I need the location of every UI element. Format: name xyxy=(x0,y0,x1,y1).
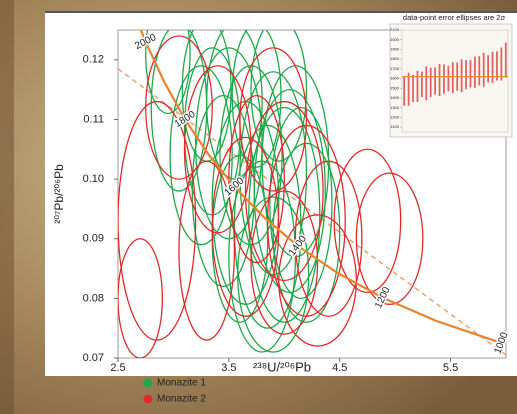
error-ellipse xyxy=(183,65,252,234)
inset-y-tick-label: 1600 xyxy=(390,76,400,81)
background-strip xyxy=(0,0,14,414)
inset-y-tick-label: 1300 xyxy=(390,105,400,110)
inset-error-bar xyxy=(469,60,472,88)
inset-error-bar xyxy=(451,62,454,94)
y-tick-label: 0.11 xyxy=(83,113,104,125)
inset-title: data-point error ellipses are 2σ xyxy=(403,13,506,22)
legend-marker xyxy=(143,394,153,404)
error-ellipse xyxy=(250,190,319,335)
y-tick-label: 0.09 xyxy=(83,233,104,245)
legend-label: Monazite 2 xyxy=(157,394,206,405)
inset-error-bar xyxy=(491,51,494,83)
inset-y-tick-label: 1400 xyxy=(390,95,400,100)
y-tick-label: 0.10 xyxy=(83,173,104,185)
inset-y-tick-label: 1800 xyxy=(390,56,400,61)
error-ellipse xyxy=(244,100,324,282)
inset-error-bar xyxy=(460,59,463,93)
error-ellipse xyxy=(278,214,357,347)
x-tick-label: 2.5 xyxy=(110,362,125,374)
inset-error-bar xyxy=(420,71,423,98)
inset-y-tick-label: 1500 xyxy=(390,85,400,90)
inset-error-bar xyxy=(465,60,467,90)
inset-error-bar xyxy=(434,67,437,95)
legend-marker xyxy=(143,378,153,388)
inset-y-tick-label: 1200 xyxy=(390,114,400,119)
inset-error-bar xyxy=(482,52,485,87)
y-axis-label: ²⁰⁷Pb/²⁰⁶Pb xyxy=(52,164,66,224)
x-tick-label: 4.5 xyxy=(332,362,347,374)
error-ellipse xyxy=(145,30,191,115)
y-tick-label: 0.07 xyxy=(83,352,104,364)
inset-error-bar xyxy=(412,74,414,102)
error-ellipse xyxy=(355,172,424,305)
inset-y-tick-label: 1900 xyxy=(390,46,400,51)
x-tick-label: 5.5 xyxy=(443,362,458,374)
error-ellipse xyxy=(118,100,197,341)
x-axis-label: ²³⁸U/²⁰⁶Pb xyxy=(253,359,311,374)
error-ellipse xyxy=(169,65,233,246)
inset-y-tick-label: 1100 xyxy=(390,124,399,129)
x-tick-label: 3.5 xyxy=(221,362,236,374)
error-ellipse xyxy=(250,30,308,162)
inset-error-bar xyxy=(407,72,410,106)
inset-error-bar xyxy=(500,47,503,81)
inset-error-bar xyxy=(438,64,441,97)
inset-error-bar xyxy=(447,65,450,92)
error-ellipse xyxy=(237,196,310,353)
inset-error-bar xyxy=(473,56,476,88)
inset-y-tick-label: 1700 xyxy=(390,66,400,71)
inset-error-bar xyxy=(504,42,507,78)
inset-y-tick-label: 2000 xyxy=(390,37,400,42)
inset-error-bar xyxy=(403,76,406,106)
y-tick-label: 0.08 xyxy=(83,292,104,304)
error-ellipse xyxy=(269,106,333,300)
error-ellipse xyxy=(239,47,308,192)
inset-error-bar xyxy=(496,51,498,81)
error-ellipse xyxy=(231,30,282,168)
error-ellipse xyxy=(211,136,280,317)
inset-error-bar xyxy=(443,64,445,94)
error-ellipse xyxy=(118,238,163,358)
inset-error-bar xyxy=(425,66,428,101)
inset-frame xyxy=(401,29,509,133)
error-ellipse xyxy=(294,160,363,317)
inset-error-bar xyxy=(429,67,432,98)
y-tick-label: 0.12 xyxy=(83,54,104,66)
concordia-curve xyxy=(139,30,502,345)
inset-error-bar xyxy=(416,70,419,102)
legend-label: Monazite 1 xyxy=(157,378,206,389)
plot-frame xyxy=(117,29,507,359)
error-ellipse xyxy=(145,35,213,180)
inset-y-tick-label: 2100 xyxy=(390,27,400,32)
error-ellipse xyxy=(178,160,236,341)
inset-error-bar xyxy=(487,55,490,83)
inset-error-bar xyxy=(478,56,481,86)
